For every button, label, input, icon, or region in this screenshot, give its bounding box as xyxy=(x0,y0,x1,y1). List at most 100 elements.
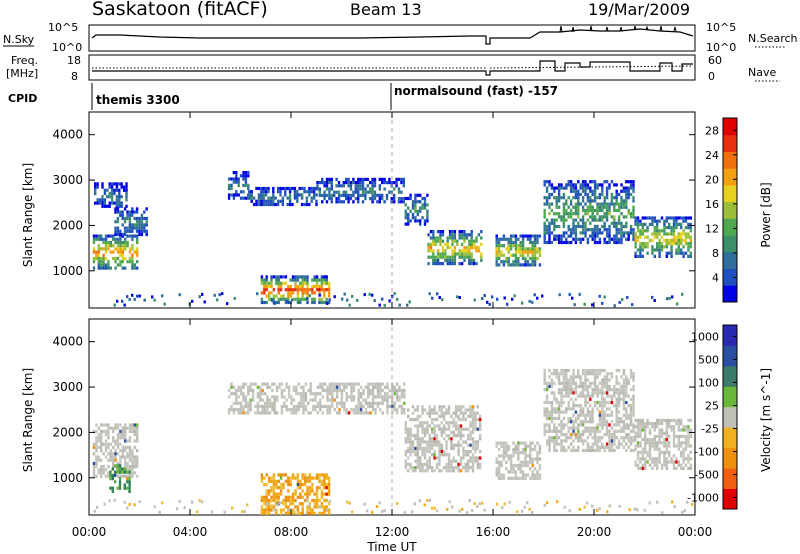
data-cell xyxy=(227,395,231,399)
data-cell xyxy=(567,400,570,405)
data-cell xyxy=(680,226,683,230)
data-cell xyxy=(565,410,568,414)
data-cell xyxy=(391,395,394,399)
data-cell xyxy=(615,397,618,401)
data-cell xyxy=(279,190,282,194)
data-cell xyxy=(601,407,604,411)
data-cell xyxy=(242,398,245,402)
data-cell xyxy=(467,453,470,457)
data-cell xyxy=(512,476,515,480)
data-cell xyxy=(596,196,599,200)
data-cell xyxy=(109,442,112,446)
data-cell xyxy=(338,408,341,412)
data-cell xyxy=(476,427,479,431)
data-cell xyxy=(529,460,532,464)
data-cell xyxy=(260,199,263,203)
data-cell xyxy=(457,440,460,444)
data-cell xyxy=(591,212,594,216)
data-cell xyxy=(131,207,134,211)
data-cell xyxy=(291,186,294,191)
data-cell xyxy=(567,224,570,229)
data-cell xyxy=(275,498,278,503)
data-cell xyxy=(247,392,250,396)
data-cell xyxy=(533,447,537,452)
data-cell xyxy=(581,231,585,235)
data-cell xyxy=(625,375,628,379)
data-cell xyxy=(125,182,128,186)
data-cell xyxy=(560,426,563,430)
data-cell xyxy=(560,240,563,245)
data-cell xyxy=(97,263,100,267)
data-cell xyxy=(100,256,103,261)
data-cell xyxy=(660,216,664,220)
data-cell xyxy=(313,492,316,496)
data-cell xyxy=(446,242,449,246)
data-cell xyxy=(265,278,268,282)
data-cell xyxy=(672,438,676,442)
data-cell xyxy=(617,221,621,225)
data-cell xyxy=(483,508,486,512)
data-cell xyxy=(617,442,621,446)
data-cell xyxy=(435,440,439,444)
data-cell xyxy=(591,189,594,193)
data-cell xyxy=(584,400,587,405)
data-cell xyxy=(274,196,277,200)
data-cell xyxy=(112,426,115,430)
data-cell xyxy=(572,196,575,200)
data-cell xyxy=(260,473,264,477)
data-cell xyxy=(128,229,132,233)
data-cell xyxy=(543,429,546,433)
data-cell xyxy=(249,382,252,386)
data-cell xyxy=(237,411,240,415)
data-cell xyxy=(681,510,684,514)
data-cell xyxy=(601,224,604,229)
data-cell xyxy=(456,252,459,256)
data-cell xyxy=(591,180,594,184)
data-cell xyxy=(404,437,407,441)
data-cell xyxy=(272,492,276,496)
data-cell xyxy=(653,235,656,239)
data-cell xyxy=(321,193,324,197)
data-cell xyxy=(263,508,266,512)
data-cell xyxy=(128,436,132,440)
data-cell xyxy=(266,411,269,415)
data-cell xyxy=(497,476,501,480)
data-cell xyxy=(289,502,292,506)
data-cell xyxy=(232,401,236,405)
data-cell xyxy=(277,281,280,285)
data-cell xyxy=(632,426,635,430)
data-cell xyxy=(459,469,463,473)
data-cell xyxy=(627,432,630,437)
data-cell xyxy=(581,218,585,222)
data-cell xyxy=(514,444,518,448)
data-cell xyxy=(519,240,522,245)
data-cell xyxy=(668,242,671,246)
data-cell xyxy=(665,447,668,451)
data-cell xyxy=(327,281,331,285)
data-cell xyxy=(550,378,554,382)
data-cell xyxy=(577,212,580,216)
data-cell xyxy=(625,448,628,453)
data-cell xyxy=(291,498,295,503)
data-cell xyxy=(553,224,556,229)
data-cell xyxy=(315,505,319,509)
data-cell xyxy=(593,192,597,197)
data-cell xyxy=(629,231,633,235)
data-cell xyxy=(435,443,439,447)
data-cell xyxy=(280,388,284,393)
data-cell xyxy=(613,224,616,229)
data-cell xyxy=(145,220,148,224)
data-cell xyxy=(104,455,108,459)
data-cell xyxy=(603,212,606,216)
data-cell xyxy=(620,183,623,187)
data-cell xyxy=(440,443,443,447)
data-cell xyxy=(457,418,460,422)
data-cell xyxy=(543,504,546,507)
data-cell xyxy=(383,509,386,513)
data-cell xyxy=(598,294,601,298)
data-cell xyxy=(550,183,554,187)
data-cell xyxy=(95,234,98,238)
data-cell xyxy=(369,404,372,409)
data-cell xyxy=(124,458,127,462)
data-cell xyxy=(311,489,314,493)
